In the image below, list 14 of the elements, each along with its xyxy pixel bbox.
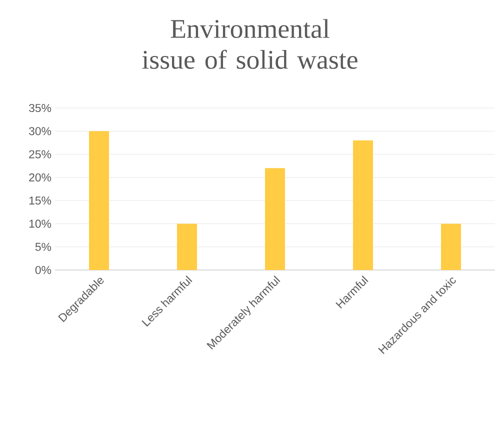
y-tick-label: 5% [35, 242, 52, 251]
y-tick-label: 25% [29, 150, 52, 158]
bar [89, 131, 109, 270]
y-tick-label: 10% [29, 220, 52, 228]
chart-title: Environmental issue of solid waste [142, 19, 358, 69]
bar [177, 224, 197, 270]
y-tick-label: 0% [35, 266, 52, 274]
y-tick-label: 30% [28, 127, 52, 136]
y-tick-label: 20% [29, 173, 52, 182]
bar [265, 168, 285, 270]
y-tick-label: 15% [29, 196, 52, 205]
bar [353, 140, 373, 270]
bar [441, 224, 461, 270]
y-tick-label: 35% [28, 104, 52, 112]
